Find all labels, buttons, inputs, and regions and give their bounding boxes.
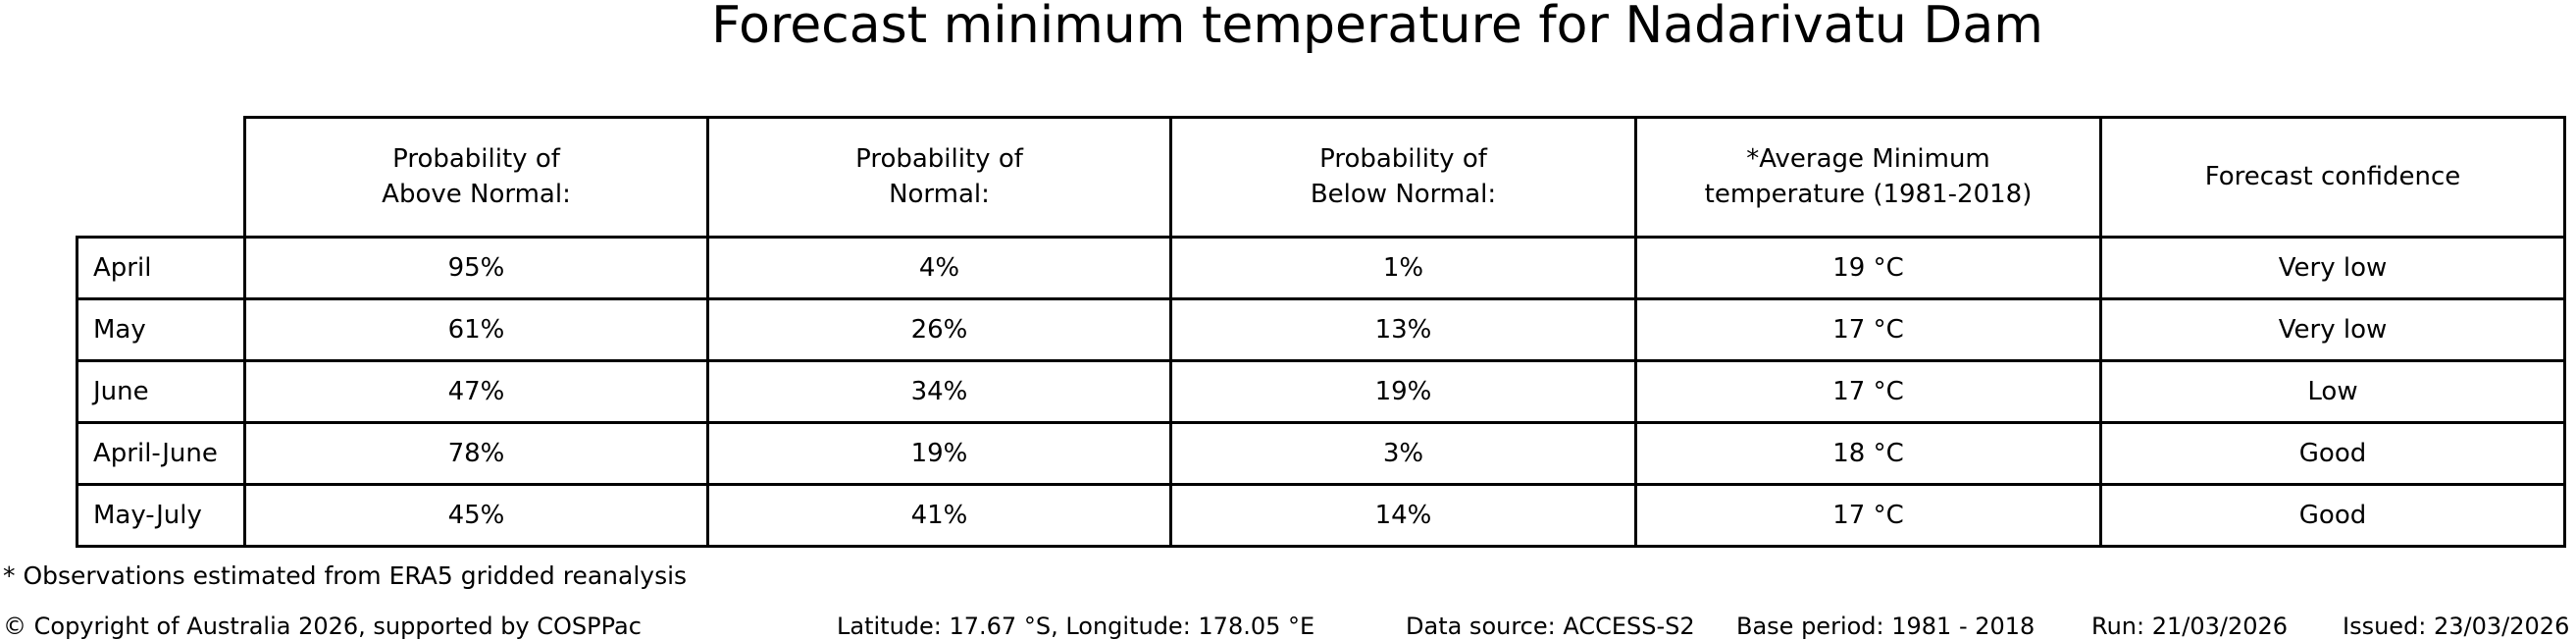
cell-average-minimum: 19 °C — [1634, 236, 2102, 300]
cell-above-normal: 45% — [243, 483, 709, 548]
data-source-text: Data source: ACCESS-S2 — [1406, 613, 1695, 640]
corner-cell — [77, 118, 245, 238]
copyright-text: © Copyright of Australia 2026, supported… — [3, 613, 642, 640]
cell-forecast-confidence: Good — [2099, 421, 2566, 486]
table-row: May-July 45% 41% 14% 17 °C Good — [76, 483, 2566, 548]
cell-below-normal: 19% — [1169, 359, 1637, 424]
run-date-text: Run: 21/03/2026 — [2091, 613, 2289, 640]
forecast-table: Probability of Above Normal: Probability… — [76, 116, 2566, 548]
col-header-average-minimum: *Average Minimum temperature (1981-2018) — [1634, 116, 2102, 239]
cell-normal: 4% — [706, 236, 1172, 300]
cell-above-normal: 47% — [243, 359, 709, 424]
table-row: April-June 78% 19% 3% 18 °C Good — [76, 421, 2566, 486]
cell-above-normal: 61% — [243, 297, 709, 362]
cell-below-normal: 13% — [1169, 297, 1637, 362]
cell-forecast-confidence: Very low — [2099, 297, 2566, 362]
cell-forecast-confidence: Good — [2099, 483, 2566, 548]
page-title: Forecast minimum temperature for Nadariv… — [711, 0, 2043, 55]
cell-above-normal: 95% — [243, 236, 709, 300]
col-header-above-normal: Probability of Above Normal: — [243, 116, 709, 239]
cell-normal: 41% — [706, 483, 1172, 548]
cell-above-normal: 78% — [243, 421, 709, 486]
table-row: June 47% 34% 19% 17 °C Low — [76, 359, 2566, 424]
cell-normal: 19% — [706, 421, 1172, 486]
row-label: April — [76, 236, 246, 300]
table-header-row: Probability of Above Normal: Probability… — [77, 116, 2566, 239]
footnote: * Observations estimated from ERA5 gridd… — [3, 561, 688, 590]
col-header-normal: Probability of Normal: — [706, 116, 1172, 239]
col-header-forecast-confidence: Forecast confidence — [2099, 116, 2566, 239]
base-period-text: Base period: 1981 - 2018 — [1736, 613, 2035, 640]
row-label: May-July — [76, 483, 246, 548]
table-row: April 95% 4% 1% 19 °C Very low — [76, 236, 2566, 300]
issued-date-text: Issued: 23/03/2026 — [2343, 613, 2570, 640]
row-label: May — [76, 297, 246, 362]
cell-average-minimum: 17 °C — [1634, 359, 2102, 424]
col-header-below-normal: Probability of Below Normal: — [1169, 116, 1637, 239]
cell-below-normal: 14% — [1169, 483, 1637, 548]
cell-normal: 26% — [706, 297, 1172, 362]
cell-forecast-confidence: Very low — [2099, 236, 2566, 300]
row-label: June — [76, 359, 246, 424]
cell-below-normal: 3% — [1169, 421, 1637, 486]
cell-average-minimum: 17 °C — [1634, 483, 2102, 548]
table-row: May 61% 26% 13% 17 °C Very low — [76, 297, 2566, 362]
cell-forecast-confidence: Low — [2099, 359, 2566, 424]
location-text: Latitude: 17.67 °S, Longitude: 178.05 °E — [837, 613, 1315, 640]
cell-normal: 34% — [706, 359, 1172, 424]
row-label: April-June — [76, 421, 246, 486]
cell-below-normal: 1% — [1169, 236, 1637, 300]
cell-average-minimum: 17 °C — [1634, 297, 2102, 362]
cell-average-minimum: 18 °C — [1634, 421, 2102, 486]
